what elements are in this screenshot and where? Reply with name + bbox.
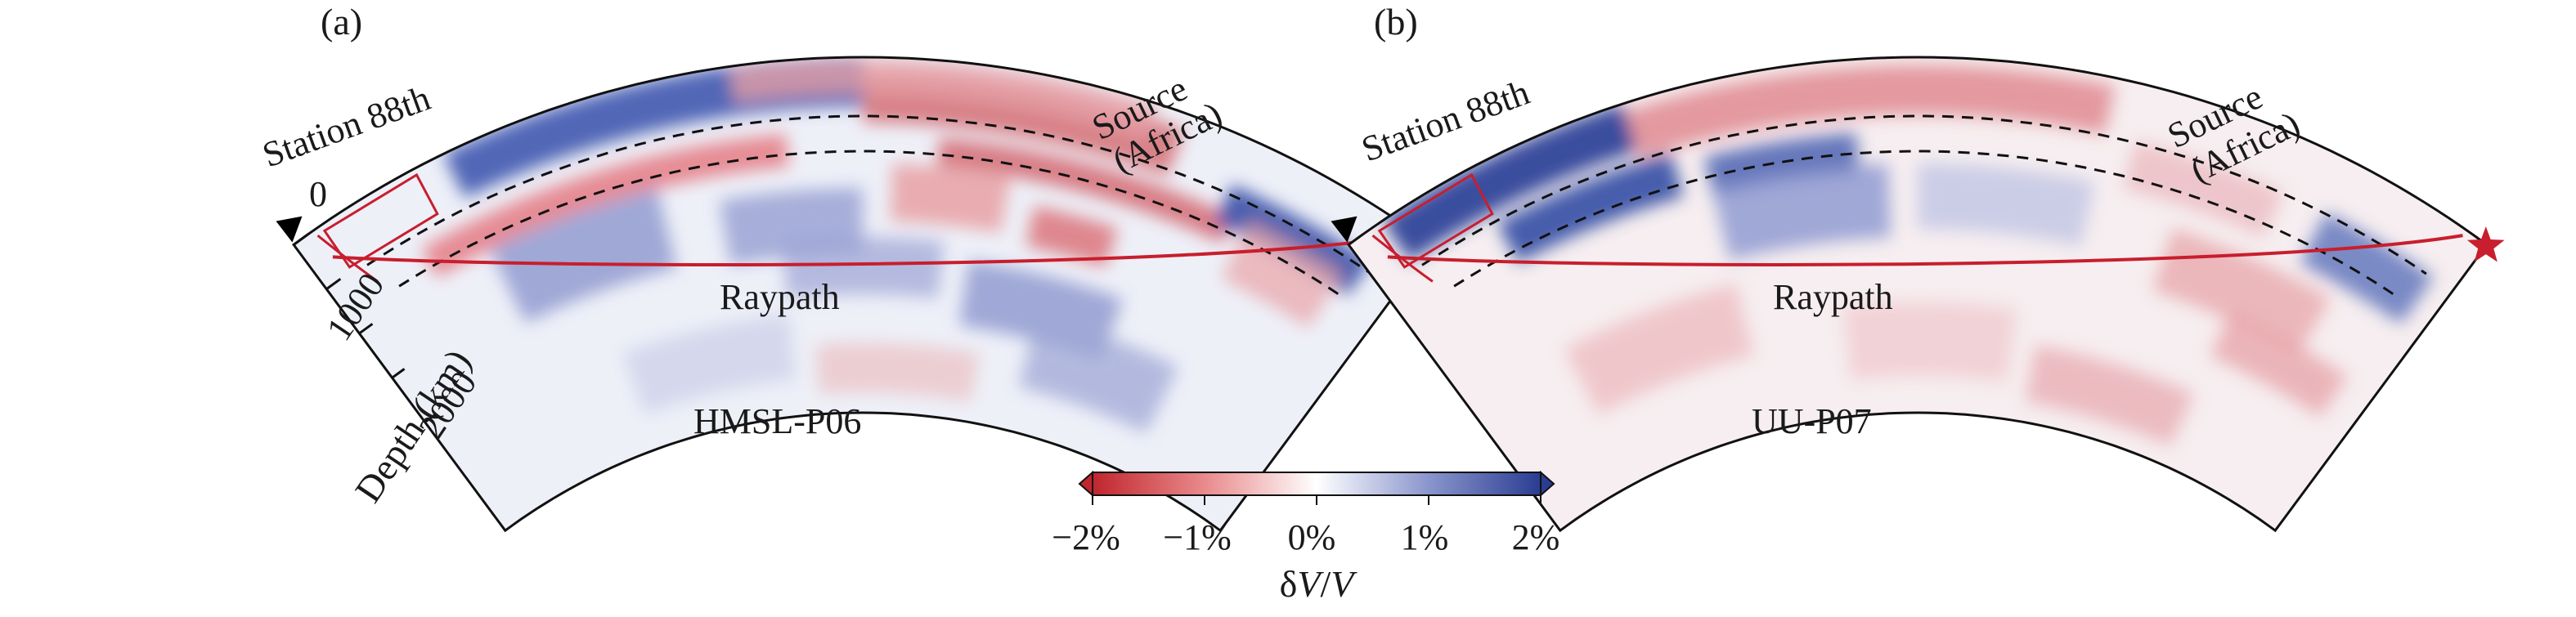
depth-tick-mark [325,278,342,290]
velocity-anomaly [2123,141,2284,237]
colorbar-label-slash: / [1320,563,1331,605]
panel-b-raypath [1387,234,2463,266]
velocity-anomaly [1025,206,1119,267]
velocity-anomaly [2152,228,2331,355]
panel-a-velocity-field [294,57,1432,531]
velocity-anomaly [1564,284,1754,415]
velocity-anomaly [1382,104,1637,262]
colorbar-label-delta: δ [1280,563,1298,605]
panel-a-station-label: Station 88th [258,78,436,175]
panel-b-model-label: UU-P07 [1752,401,1872,441]
panel-b-station-box [1377,172,1494,269]
panel-b-label: (b) [1374,1,1418,42]
velocity-anomaly [1221,220,1344,329]
velocity-anomaly [815,343,980,402]
panel-a-raypath-label: Raypath [720,277,840,317]
depth-tick-mark [424,413,438,423]
panel-b-raypath-label: Raypath [1773,277,1893,317]
panel-a-raypath-branch [316,234,379,283]
velocity-anomaly [1712,163,1891,261]
velocity-anomaly [2026,345,2194,446]
colorbar-gradient [1092,472,1542,496]
colorbar-max-arrow-icon [1540,470,1555,498]
colorbar-tick-neg2: −2% [1052,517,1120,557]
velocity-anomaly [2300,212,2434,324]
panel-a-depth-ticks [293,233,438,423]
velocity-anomaly [622,314,797,414]
velocity-anomaly [863,74,1185,177]
panel-a-outline [291,56,1434,533]
panel-a-station-box [322,172,439,269]
depth-tick-0: 0 [309,174,327,214]
velocity-anomaly [781,237,945,298]
velocity-anomaly [890,163,1011,233]
panel-b: (b) Station 88th Source (Africa) Raypath… [1331,1,2505,533]
panel-a-dashed-lower [398,150,1340,296]
panel-b-anomalies [1382,65,2434,446]
colorbar-tick-pos2: 2% [1512,517,1560,557]
panel-b-source-star-icon [2466,226,2505,262]
depth-tick-mark [391,368,406,379]
panel-a: (a) Station 88th Source (Africa) Raypath… [258,1,1450,533]
panel-b-dashed-upper [1421,114,2427,275]
velocity-anomaly [1019,315,1178,433]
depth-tick-mark [293,233,310,246]
panel-a-label: (a) [321,1,362,42]
colorbar-tick-pos1: 1% [1401,517,1449,557]
panel-b-dashed-lower [1453,150,2395,296]
velocity-anomaly [1843,302,2017,382]
colorbar-ticks [1092,495,1542,505]
colorbar-tick-0: 0% [1288,517,1336,557]
depth-tick-mark [358,323,374,335]
colorbar-label-v1: V [1297,563,1324,605]
velocity-anomaly [421,134,789,278]
panel-a-model-label: HMSL-P06 [693,401,861,441]
velocity-anomaly [490,188,677,324]
colorbar-label: δV/V [1280,563,1358,605]
velocity-anomaly [729,59,1158,140]
velocity-anomaly [1703,132,1860,197]
velocity-anomaly [2210,311,2348,418]
colorbar: −2% −1% 0% 1% 2% δV/V [1052,470,1560,605]
panel-a-dashed-upper [366,114,1372,275]
velocity-anomaly [1624,65,2116,159]
panel-b-velocity-field [1349,57,2487,531]
panel-a-station-marker-icon [276,216,303,243]
panel-b-station-marker-icon [1331,216,1358,243]
colorbar-tick-neg1: −1% [1163,517,1231,557]
velocity-anomaly [1918,163,2095,246]
colorbar-label-v2: V [1331,563,1358,605]
colorbar-min-arrow-icon [1078,470,1093,498]
panel-b-outline [1346,56,2489,533]
panel-b-raypath-branch [1371,234,1434,283]
panel-a-anomalies [421,57,1371,433]
panel-a-raypath [332,234,1408,266]
